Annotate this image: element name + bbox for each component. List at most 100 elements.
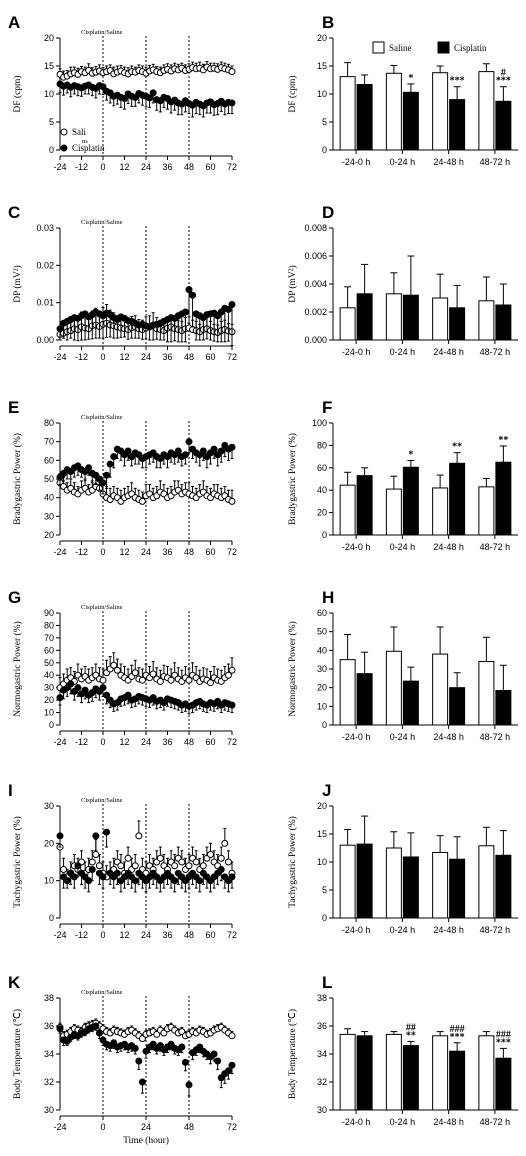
significance-mark: ** (498, 435, 508, 446)
x-tick-label: 36 (162, 547, 172, 557)
marker-label: Cisplatin/Saline (81, 29, 123, 36)
x-tick-label: -24 (53, 1122, 66, 1132)
bar-cisplatin (356, 475, 373, 536)
bar-cisplatin (402, 294, 419, 341)
y-tick-label: 34 (317, 1049, 327, 1059)
bar-saline (478, 300, 495, 341)
data-point (70, 873, 78, 881)
data-point (217, 447, 225, 455)
y-tick-label: 30 (317, 664, 327, 674)
x-tick-label: 12 (119, 352, 129, 362)
y-tick-label: 50 (44, 658, 54, 668)
x-tick-label: 24 (141, 547, 151, 557)
panel-C: C 0.00 0.01 0.02 0.03 DP (mV²) -24 -12 0 12 24 36 48… (8, 203, 237, 362)
panel-H: H 0 10 20 30 40 50 60 Normogastric Power (%) -24-… (287, 588, 518, 742)
panel-letter-H: H (322, 588, 334, 607)
y-tick-label: 32 (44, 1077, 54, 1087)
x-tick-label: 12 (119, 930, 129, 940)
y-tick-label: 10 (317, 701, 327, 711)
data-point (199, 447, 207, 455)
x-axis-label: Time (hour) (123, 1135, 169, 1146)
data-point (81, 686, 89, 694)
y-tick-label: 70 (44, 437, 54, 447)
series-cisplatin (56, 438, 236, 495)
bar-saline (432, 72, 449, 151)
data-point (99, 83, 107, 91)
data-point (146, 94, 154, 102)
y-tick-label: 80 (44, 418, 54, 428)
y-tick-label: 20 (317, 33, 327, 43)
y-axis-label: Body Temperature (℃) (12, 1009, 23, 1099)
x-tick-label: -24-0 h (342, 347, 371, 357)
series-cisplatin (56, 828, 236, 893)
data-point (199, 862, 207, 870)
x-tick-label: 48-72 h (480, 542, 511, 552)
y-tick-label: 0.006 (304, 251, 327, 261)
data-point (224, 305, 232, 313)
marker-label: Cisplatin/Saline (81, 604, 123, 611)
x-tick-label: -24-0 h (342, 1117, 371, 1127)
y-tick-label: 0 (49, 145, 54, 155)
x-tick-label: 0-24 h (390, 542, 416, 552)
data-point (178, 858, 186, 866)
data-point (99, 684, 107, 692)
data-point (117, 862, 125, 870)
panel-letter-E: E (8, 398, 19, 417)
x-tick-label: 72 (227, 737, 237, 747)
x-tick-label: -24-0 h (342, 542, 371, 552)
legend-label-saline: Sali (72, 127, 87, 137)
data-point (210, 445, 218, 453)
data-point (181, 308, 189, 316)
significance-mark: *** (450, 76, 465, 87)
data-point (60, 865, 68, 873)
y-tick-label: 60 (317, 608, 327, 618)
y-tick-label: 38 (317, 993, 327, 1003)
data-point (106, 460, 114, 468)
data-point (121, 94, 128, 102)
bar-saline (385, 650, 402, 726)
y-tick-label: 60 (44, 455, 54, 465)
x-tick-label: 72 (227, 1122, 237, 1132)
y-tick-label: 30 (44, 511, 54, 521)
marker-label: Cisplatin/Saline (81, 219, 123, 226)
data-point (88, 858, 96, 866)
y-tick-label: 0.03 (36, 223, 54, 233)
x-tick-label: 60 (205, 547, 215, 557)
bar-saline (478, 845, 495, 919)
x-tick-label: -12 (75, 352, 88, 362)
bar-cisplatin (495, 1057, 512, 1111)
x-tick-label: 24-48 h (433, 347, 464, 357)
series-cisplatin (56, 286, 236, 347)
data-point (156, 677, 164, 685)
bar-saline (339, 659, 356, 726)
data-point (67, 680, 75, 688)
x-tick-label: 48 (184, 930, 194, 940)
x-tick-label: 72 (227, 352, 237, 362)
y-tick-label: 15 (317, 829, 327, 839)
data-point (171, 862, 179, 870)
x-tick-label: -12 (75, 547, 88, 557)
y-tick-label: 40 (317, 485, 327, 495)
data-point (185, 862, 193, 870)
y-axis-label: Bradygastric Power (%) (287, 433, 298, 525)
panel-letter-F: F (322, 398, 332, 417)
x-tick-label: 36 (162, 737, 172, 747)
panel-A: A 0 5 10 15 20 DF (cpm) -24 -12 0 12 24 36 48 60 72 Cisp… (8, 13, 237, 172)
series-saline (56, 61, 236, 81)
bar-cisplatin (449, 307, 466, 341)
data-point (92, 851, 100, 859)
y-tick-label: 80 (317, 440, 327, 450)
y-tick-label: 32 (317, 1077, 327, 1087)
significance-mark: *** (496, 1037, 511, 1048)
panel-B: B 0 5 10 15 20 DF (cpm) -24-0 h 0-24 h * 24-48 h **… (287, 13, 518, 167)
bar-cisplatin (402, 91, 419, 151)
x-tick-label: 60 (205, 737, 215, 747)
significance-mark: ## (406, 1022, 416, 1033)
x-tick-label: 24 (141, 1122, 151, 1132)
y-tick-label: 60 (44, 645, 54, 655)
panel-D: D 0.000 0.002 0.004 0.006 0.008 DP (mV²) -24-0 … (287, 203, 518, 357)
data-point (181, 451, 189, 459)
x-tick-label: 48-72 h (480, 157, 511, 167)
data-point (56, 832, 64, 840)
panel-letter-C: C (8, 203, 20, 222)
